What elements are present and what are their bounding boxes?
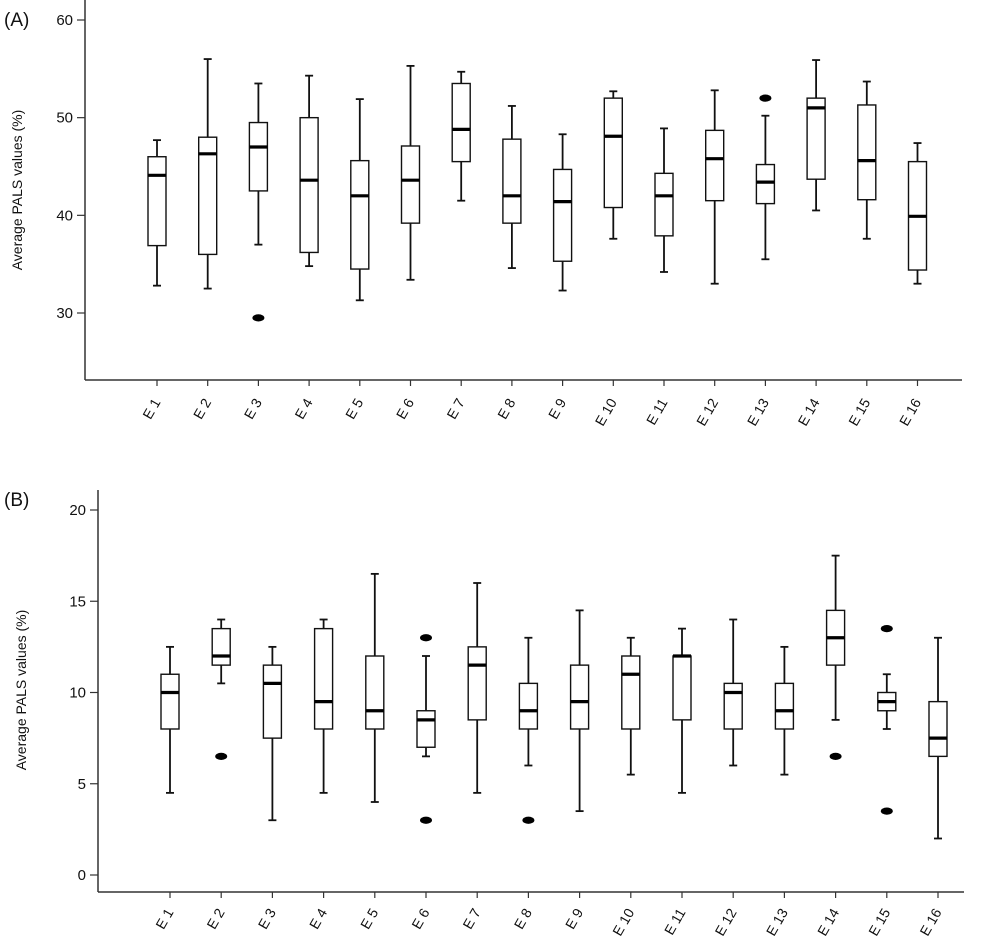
panel-b-outlier [215, 752, 228, 760]
panel-a-box [552, 168, 573, 262]
panel-a-category-label: E 4 [291, 395, 315, 421]
panel-b-y-axis-label: Average PALS values (%) [13, 610, 29, 771]
panel-a-category-label: E 8 [494, 395, 518, 421]
panel-b-box [467, 646, 487, 721]
panel-b-category-label: E 8 [511, 905, 535, 931]
panel-b-category-label: E 11 [661, 905, 689, 937]
panel-a-category-label: E 12 [693, 395, 721, 428]
panel-a-box [299, 116, 319, 254]
panel-b-box [672, 655, 692, 721]
panel-b-outlier [880, 625, 893, 633]
panel-b-y-tick-label: 5 [78, 776, 86, 793]
panel-b-category-label: E 5 [357, 905, 381, 931]
panel-a-category-label: E 7 [443, 395, 467, 421]
panel-b-category-label: E 1 [152, 905, 176, 931]
panel-b-box [928, 700, 948, 758]
panel-b-category-label: E 3 [255, 905, 279, 931]
panel-b-box [569, 664, 590, 730]
panel-b-outlier [522, 816, 535, 824]
panel-b-outlier [880, 807, 893, 815]
panel-a-category-label: E 11 [643, 395, 671, 427]
panel-b-category-label: E 2 [203, 905, 227, 931]
panel-a-y-axis-label: Average PALS values (%) [9, 110, 25, 271]
panel-b-outlier [420, 634, 432, 642]
panel-a-box [350, 159, 370, 270]
panel-b-outlier [829, 752, 842, 760]
panel-b-category-label: E 7 [459, 905, 483, 931]
panel-a-category-label: E 16 [896, 395, 924, 428]
panel-b-box [365, 655, 385, 730]
panel-b-y-tick-label: 0 [78, 867, 86, 884]
panel-b-box [621, 655, 641, 730]
panel-a-box [147, 156, 167, 247]
panel-a-category-label: E 2 [190, 395, 214, 421]
panel-b-box [416, 710, 436, 748]
panel-a-category-label: E 1 [139, 395, 163, 421]
panel-b-category-label: E 16 [916, 905, 944, 938]
panel-a-category-label: E 9 [545, 395, 569, 421]
panel-b-box [313, 627, 334, 730]
panel-a-box [451, 82, 471, 163]
panel-b-box [518, 682, 539, 730]
panel-a-box [248, 121, 269, 192]
panel-a-category-label: E 3 [241, 395, 265, 421]
panel-a-y-tick-label: 30 [56, 305, 73, 322]
panel-b-y-tick-label: 10 [69, 685, 86, 702]
panel-a-box [400, 145, 421, 224]
panel-b-category-label: E 13 [763, 905, 791, 938]
panel-b-category-label: E 9 [562, 905, 586, 931]
panel-b-category-label: E 6 [408, 905, 432, 931]
panel-a-outlier [759, 94, 772, 102]
panel-b-box [211, 627, 231, 666]
panel-a-label: (A) [4, 10, 29, 31]
panel-a-category-label: E 6 [393, 395, 417, 421]
panel-a-box [502, 138, 522, 224]
panel-a-box [806, 97, 826, 180]
panel-a-box [857, 104, 877, 201]
panel-b-label: (B) [4, 490, 29, 511]
panel-b-box [723, 682, 743, 730]
panel-b-y-tick-label: 20 [69, 502, 86, 519]
panel-a-box [603, 97, 623, 209]
panel-a-y-tick-label: 50 [56, 110, 73, 127]
panel-a-y-tick-label: 40 [56, 207, 73, 224]
panel-b-category-label: E 15 [865, 905, 893, 938]
panel-a-category-label: E 10 [592, 395, 620, 428]
panel-a-outlier [252, 314, 265, 322]
panel-b-outlier [420, 816, 432, 824]
panel-a-category-label: E 14 [794, 395, 822, 428]
panel-a-category-label: E 5 [342, 395, 366, 421]
panel-b-box [774, 682, 795, 730]
panel-b-category-label: E 12 [712, 905, 740, 938]
panel-a-category-label: E 13 [744, 395, 772, 428]
panel-b-category-label: E 10 [609, 905, 637, 938]
panel-b-y-tick-label: 15 [69, 593, 86, 610]
panel-a-box [197, 136, 218, 256]
panel-a-box [654, 172, 674, 237]
panel-a-box [755, 163, 776, 205]
panel-a-box [705, 129, 725, 202]
panel-b-category-label: E 4 [306, 905, 330, 931]
panel-b-box [160, 673, 180, 730]
panel-a-y-tick-label: 60 [56, 12, 73, 29]
panel-b-box [262, 664, 283, 739]
panel-b-category-label: E 14 [814, 905, 842, 938]
panel-a-category-label: E 15 [845, 395, 873, 428]
